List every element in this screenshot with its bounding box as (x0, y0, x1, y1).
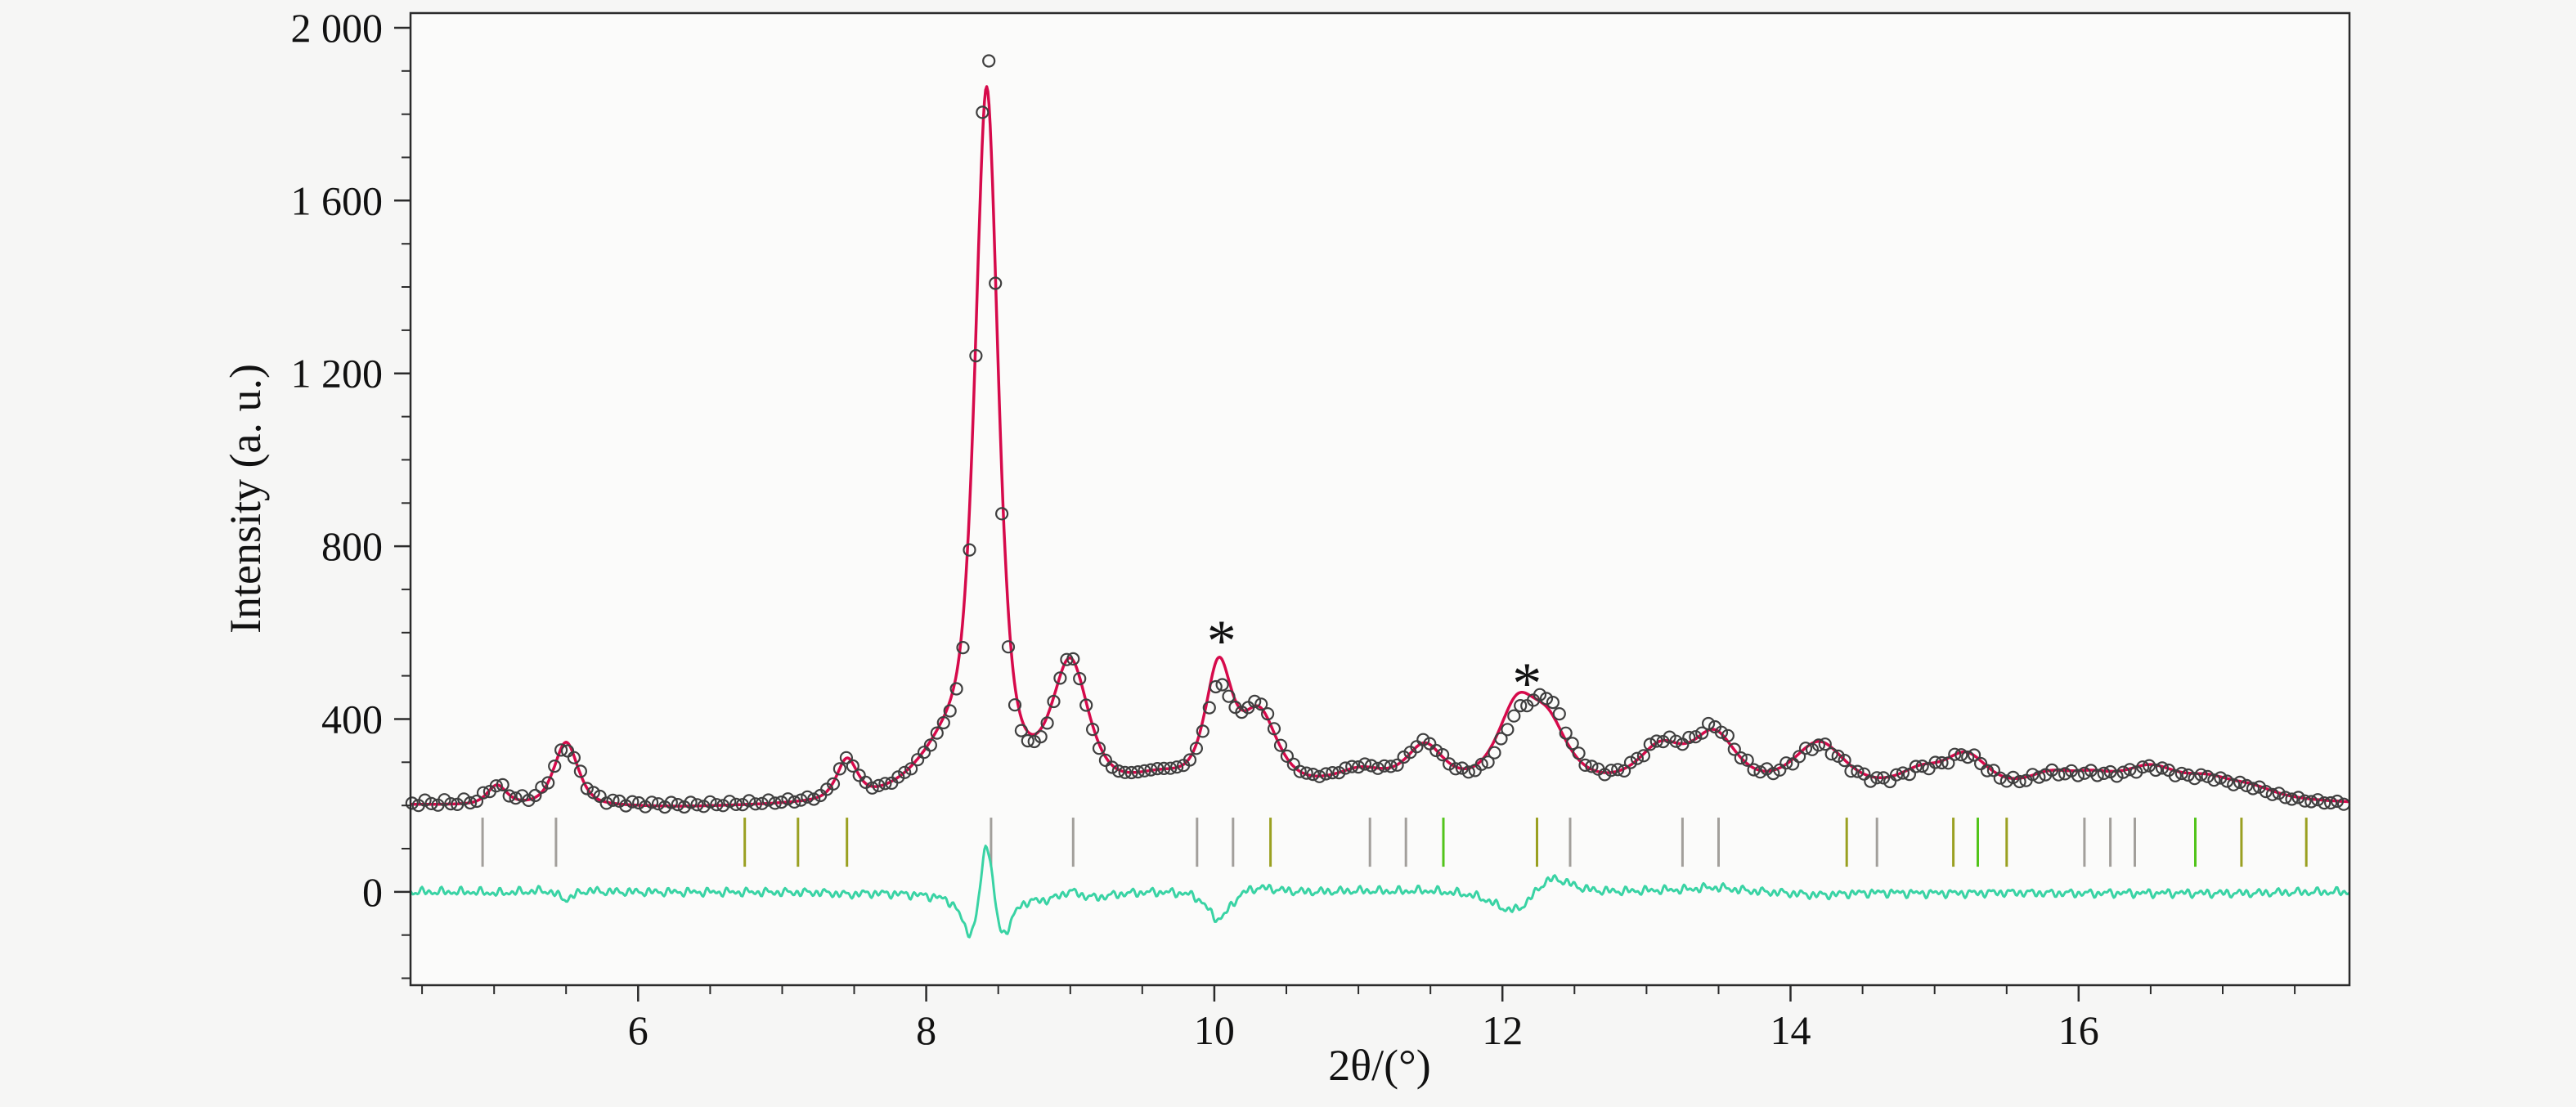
y-axis: 0 400 800 1 200 1 600 2 000 (291, 5, 411, 979)
y-tick-label: 2 000 (291, 5, 384, 51)
y-tick-label: 400 (321, 697, 383, 742)
plot-area (411, 13, 2349, 985)
x-axis: 6 8 10 12 14 16 (421, 985, 2296, 1053)
impurity-asterisk: * (1207, 608, 1236, 674)
difference-curve (409, 845, 2350, 939)
x-tick-label: 10 (1194, 1007, 1235, 1053)
bragg-tick-marks (481, 818, 2308, 867)
x-tick-label: 14 (1770, 1007, 1811, 1053)
observed-data-points (405, 54, 2351, 814)
y-axis-title: Intensity (a. u.) (221, 364, 270, 634)
y-tick-label: 1 200 (291, 351, 384, 397)
impurity-asterisk: * (1512, 651, 1542, 716)
y-tick-label: 0 (362, 869, 383, 915)
x-tick-label: 16 (2058, 1007, 2099, 1053)
x-tick-label: 12 (1482, 1007, 1523, 1053)
x-axis-title: 2θ/(°) (1328, 1041, 1431, 1090)
plot-frame (409, 11, 2351, 987)
x-tick-label: 6 (628, 1007, 648, 1053)
y-tick-label: 800 (321, 523, 383, 569)
x-tick-label: 8 (916, 1007, 936, 1053)
y-tick-label: 1 600 (291, 177, 384, 223)
